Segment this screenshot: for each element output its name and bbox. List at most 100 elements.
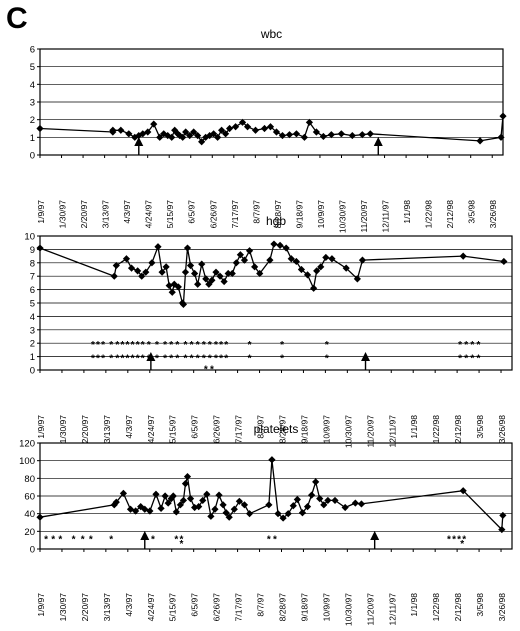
data-point: [284, 510, 292, 518]
x-tick-label: 3/5/98: [475, 415, 485, 439]
data-point: [337, 130, 345, 138]
data-point: [342, 264, 350, 272]
data-point: [216, 272, 224, 280]
data-point: [158, 268, 166, 276]
x-tick-label: 6/5/97: [190, 593, 200, 617]
star-marker: *: [458, 354, 462, 365]
star-marker: *: [219, 354, 223, 365]
x-tick-label: 11/20/97: [365, 415, 375, 448]
data-point: [459, 487, 467, 495]
data-point: [366, 130, 374, 138]
data-point: [256, 269, 264, 278]
y-tick-label: 60: [24, 492, 35, 503]
star-marker: *: [51, 535, 55, 546]
y-tick-label: 2: [30, 339, 35, 350]
x-tick-label: 10/30/97: [343, 593, 353, 626]
star-marker: *: [325, 354, 329, 365]
data-point: [341, 503, 349, 512]
star-marker: *: [184, 340, 188, 351]
star-marker: *: [141, 354, 145, 365]
data-point: [36, 124, 44, 133]
panel-letter: C: [6, 2, 28, 35]
data-point: [181, 480, 190, 488]
x-tick-label: 8/7/97: [256, 593, 266, 617]
x-tick-label: 4/24/97: [146, 593, 156, 622]
arrow-marker: [361, 352, 371, 361]
y-tick-label: 9: [30, 245, 35, 256]
y-tick-label: 2: [30, 115, 35, 126]
star-marker: *: [476, 354, 480, 365]
data-point: [191, 269, 199, 278]
data-point: [497, 133, 505, 141]
star-marker: *: [141, 340, 145, 351]
data-point: [186, 131, 194, 140]
x-tick-label: 1/30/97: [58, 200, 68, 229]
data-point: [138, 272, 146, 280]
star-marker: *: [96, 354, 100, 365]
data-point: [236, 251, 244, 259]
data-point: [224, 269, 232, 278]
x-tick-label: 10/30/97: [337, 200, 347, 233]
y-tick-label: 6: [30, 285, 35, 296]
series-line: [39, 243, 504, 307]
chart-title: wbc: [260, 27, 282, 41]
data-point: [183, 472, 192, 481]
x-tick-label: 6/5/97: [187, 200, 197, 224]
data-point: [499, 112, 507, 120]
data-point: [245, 510, 254, 518]
data-point: [132, 507, 140, 515]
star-marker: *: [464, 340, 468, 351]
data-point: [156, 133, 164, 141]
data-point: [225, 513, 233, 521]
star-marker: *: [89, 535, 93, 546]
data-point: [161, 492, 169, 500]
data-point: [289, 502, 297, 510]
y-tick-label: 80: [24, 474, 35, 485]
star-marker: *: [280, 354, 284, 365]
data-point: [274, 510, 282, 518]
data-point: [292, 257, 300, 266]
data-point: [316, 495, 324, 503]
arrow-marker: [370, 531, 380, 540]
star-marker: *: [101, 354, 105, 365]
data-point: [134, 267, 142, 275]
data-point: [186, 261, 195, 270]
data-point: [231, 123, 240, 131]
data-point: [240, 501, 249, 509]
data-point: [276, 241, 284, 249]
star-marker: *: [248, 340, 252, 351]
arrow-marker: [373, 137, 383, 146]
star-marker: *: [248, 354, 252, 365]
data-point: [278, 131, 287, 140]
data-point: [300, 133, 309, 141]
y-tick-label: 8: [30, 258, 35, 269]
y-tick-label: 10: [24, 232, 35, 243]
data-point: [303, 503, 312, 511]
x-tick-label: 7/17/97: [234, 593, 244, 622]
star-marker: *: [175, 354, 179, 365]
x-tick-label: 2/20/97: [80, 593, 90, 622]
star-marker: *: [208, 354, 212, 365]
data-point: [308, 491, 316, 499]
data-point: [164, 499, 172, 507]
data-point: [279, 514, 287, 522]
data-point: [198, 260, 206, 268]
data-point: [125, 130, 133, 138]
chart-title: hgb: [266, 214, 286, 228]
star-marker: *: [214, 340, 218, 351]
data-point: [251, 126, 260, 134]
x-tick-label: 12/11/97: [387, 593, 397, 626]
data-point: [331, 496, 339, 505]
star-marker: *: [179, 535, 183, 546]
x-tick-label: 6/26/97: [212, 593, 222, 622]
star-marker: *: [109, 354, 113, 365]
data-point: [170, 280, 178, 288]
star-marker: *: [202, 354, 206, 365]
x-tick-label: 2/12/98: [453, 593, 463, 622]
data-point: [109, 126, 117, 134]
data-point: [215, 491, 223, 499]
x-tick-label: 3/26/98: [497, 415, 507, 444]
star-marker: *: [151, 535, 155, 546]
data-point: [110, 272, 118, 280]
chart-platelets: platelets 0 20 40 60 80 100 120 1/9/97 1/30/97 2/2…: [19, 422, 513, 626]
